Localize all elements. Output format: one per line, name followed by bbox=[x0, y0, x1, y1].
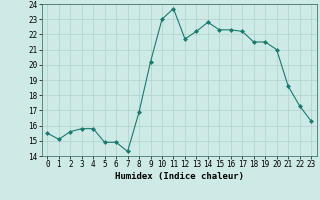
X-axis label: Humidex (Indice chaleur): Humidex (Indice chaleur) bbox=[115, 172, 244, 181]
